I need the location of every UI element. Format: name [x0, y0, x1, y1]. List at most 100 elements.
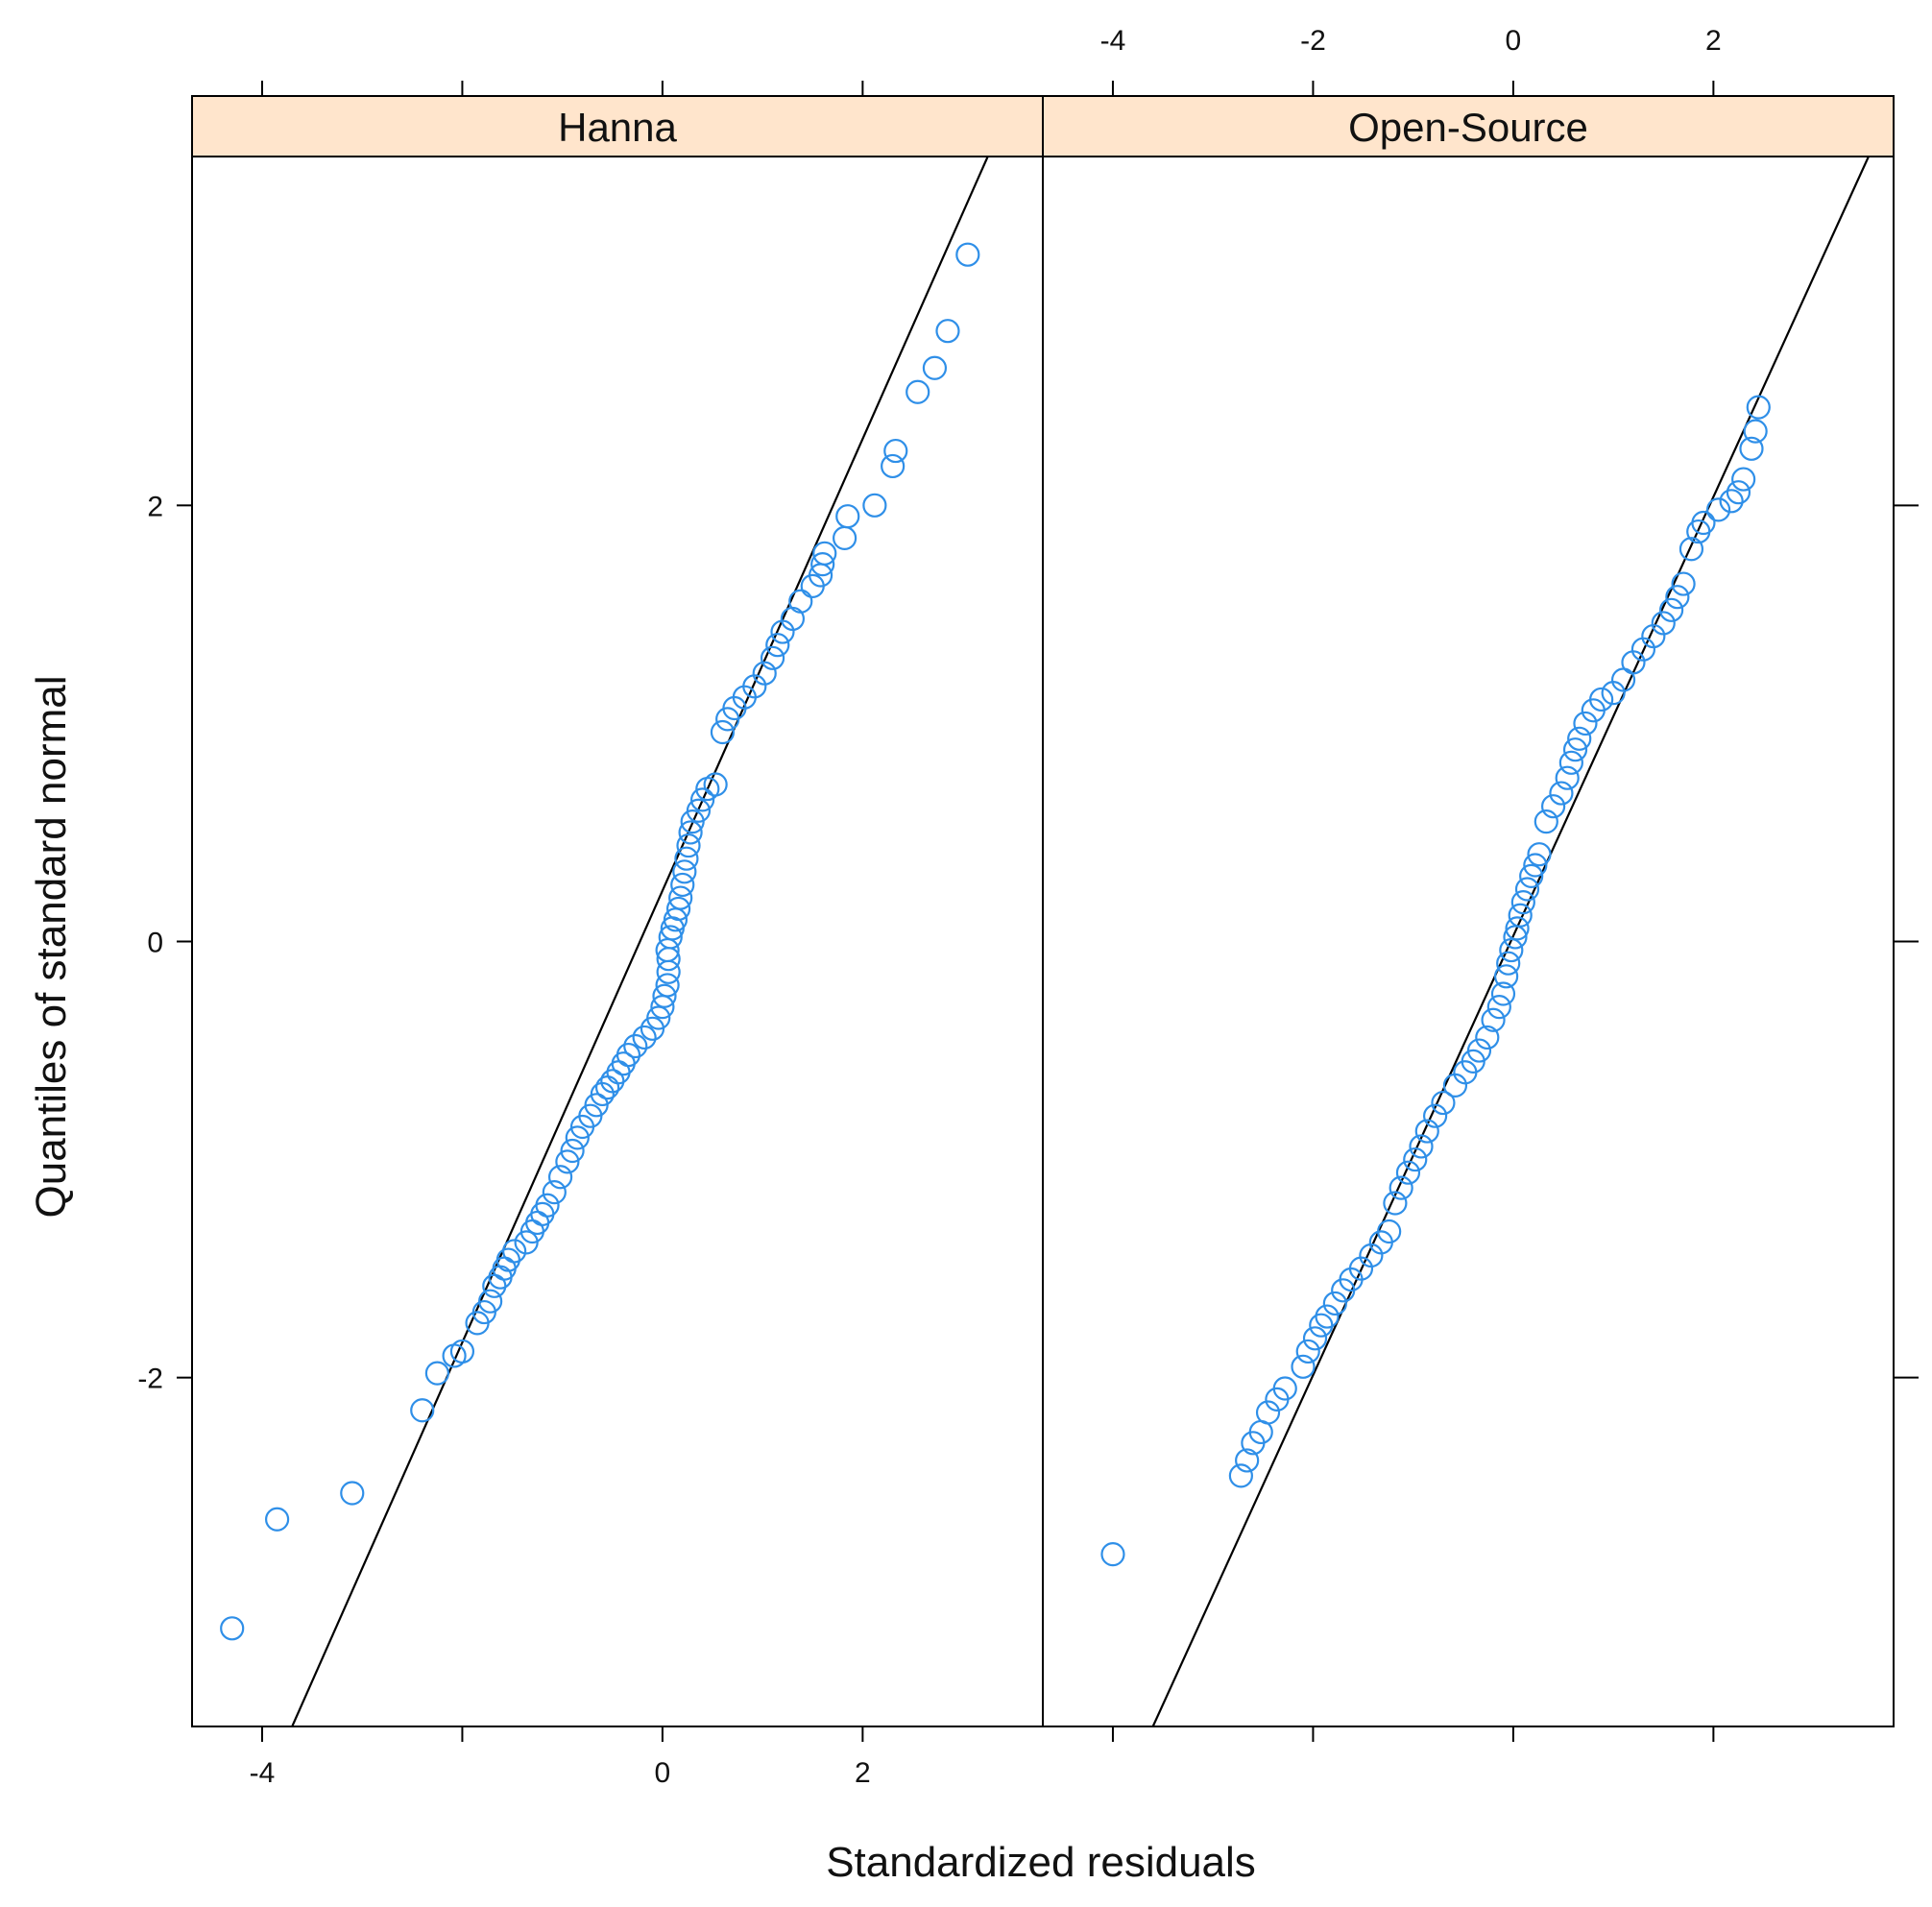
data-point	[1739, 436, 1764, 461]
data-point	[1423, 1103, 1448, 1128]
data-point	[1302, 1326, 1328, 1351]
data-point	[560, 1138, 585, 1164]
panel-hanna	[220, 157, 989, 1726]
data-point	[410, 1398, 435, 1423]
data-point	[1658, 597, 1684, 622]
reference-line	[1151, 157, 1870, 1726]
data-point	[535, 1193, 560, 1218]
data-point	[678, 820, 703, 845]
x-tick-label: 2	[1705, 25, 1722, 57]
data-point	[674, 846, 699, 871]
data-point	[1558, 750, 1583, 775]
data-point	[1678, 537, 1704, 562]
data-point	[752, 661, 777, 686]
data-point	[1272, 1376, 1297, 1401]
x-tick-label: 0	[1506, 25, 1522, 57]
data-point	[478, 1289, 503, 1314]
data-point	[1731, 467, 1756, 492]
data-point	[542, 1180, 567, 1205]
data-point	[616, 1042, 641, 1068]
data-point	[1395, 1160, 1421, 1185]
data-point	[833, 525, 857, 550]
data-point	[1389, 1175, 1413, 1200]
x-tick-label: 2	[855, 1757, 871, 1789]
data-point	[656, 959, 681, 984]
panel-open-source	[1100, 157, 1870, 1726]
data-point	[1691, 510, 1716, 536]
data-point	[1486, 995, 1511, 1020]
data-point	[1555, 765, 1580, 790]
data-point	[658, 925, 683, 950]
data-point	[555, 1149, 580, 1174]
data-point	[1549, 781, 1574, 806]
data-point	[1540, 794, 1566, 819]
strip-label-open-source: Open-Source	[1348, 105, 1588, 150]
x-tick-label: -4	[250, 1757, 276, 1789]
data-point	[1726, 480, 1751, 505]
data-point	[835, 504, 860, 529]
data-point	[340, 1481, 365, 1506]
data-point	[1705, 497, 1731, 522]
data-point	[1490, 981, 1516, 1006]
data-point	[1235, 1448, 1260, 1473]
data-point	[1291, 1354, 1316, 1379]
strip-hanna	[191, 95, 1044, 157]
data-point	[1510, 890, 1535, 915]
y-tick-label: 2	[147, 491, 163, 522]
strip-label-hanna: Hanna	[558, 105, 677, 150]
data-point	[1377, 1219, 1402, 1244]
x-tick-label: 0	[655, 1757, 671, 1789]
data-point	[1589, 687, 1614, 712]
data-point	[646, 1005, 671, 1030]
data-point	[1534, 809, 1558, 834]
data-point	[1431, 1090, 1456, 1116]
data-point	[1494, 964, 1519, 989]
data-point	[955, 242, 980, 267]
data-point	[668, 885, 693, 910]
data-point	[1519, 863, 1544, 888]
data-point	[1255, 1400, 1281, 1425]
data-point	[1527, 842, 1552, 867]
x-axis-label: Standardized residuals	[826, 1839, 1256, 1886]
data-point	[565, 1125, 590, 1150]
data-point	[449, 1339, 475, 1364]
data-point	[1573, 711, 1598, 736]
data-point	[1499, 937, 1524, 963]
data-point	[547, 1165, 573, 1190]
data-point	[1743, 419, 1768, 444]
data-point	[1322, 1291, 1347, 1316]
x-tick-label: -2	[1300, 25, 1326, 57]
data-point	[1315, 1304, 1340, 1329]
data-point	[1719, 489, 1744, 514]
data-point	[1496, 951, 1521, 976]
data-point	[881, 453, 906, 479]
y-tick-label: 0	[147, 928, 163, 959]
data-point	[502, 1239, 527, 1264]
data-point	[862, 493, 887, 518]
y-axis-label: Quantiles of standard normal	[28, 676, 75, 1219]
data-point	[710, 719, 736, 745]
data-point	[672, 859, 697, 884]
data-point	[652, 983, 677, 1008]
data-point	[265, 1507, 290, 1532]
data-point	[1523, 853, 1548, 878]
data-point	[1746, 395, 1771, 420]
data-point	[765, 633, 790, 658]
data-point	[676, 833, 701, 858]
data-point	[906, 379, 930, 404]
data-point	[1651, 611, 1676, 636]
data-point	[689, 787, 715, 812]
reference-line	[291, 157, 989, 1726]
data-point	[1671, 571, 1696, 596]
data-point	[1567, 726, 1592, 751]
data-point	[1665, 585, 1690, 610]
data-point	[883, 438, 908, 464]
data-point	[1409, 1134, 1434, 1159]
data-point	[1383, 1191, 1408, 1216]
data-point	[1505, 916, 1530, 941]
data-point	[1295, 1339, 1320, 1364]
x-tick-label: -4	[1100, 25, 1126, 57]
data-point	[686, 798, 712, 823]
data-point	[632, 1025, 657, 1050]
